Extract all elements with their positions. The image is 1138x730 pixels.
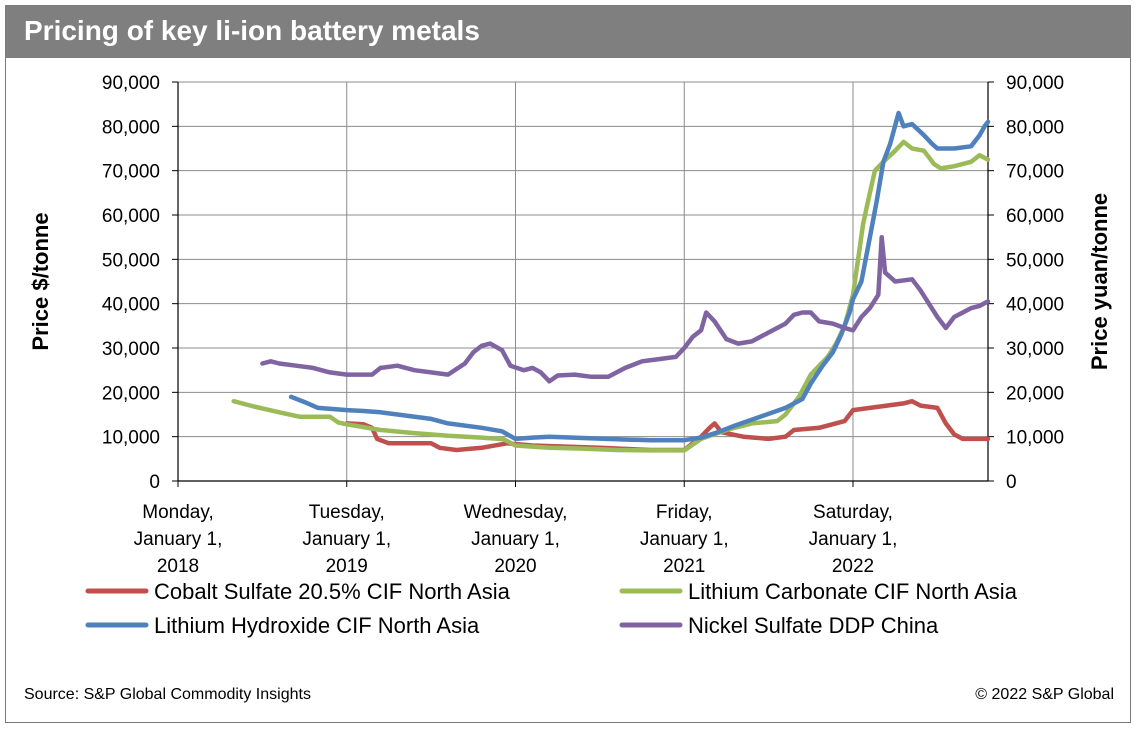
series-lines (231, 110, 991, 453)
legend-item-lithium-carbonate-cif-north-asia: Lithium Carbonate CIF North Asia (619, 579, 1018, 604)
source-note: Source: S&P Global Commodity Insights (24, 686, 311, 703)
series-line-lithium-carbonate-cif-north-asia (231, 139, 991, 453)
x-tick-label: Friday, January 1, 2021 (640, 502, 729, 577)
y-tick-label-left: 80,000 (102, 117, 160, 138)
series-line-lithium-hydroxide-cif-north-asia (288, 110, 991, 443)
y-tick-label-right: 90,000 (1006, 73, 1064, 94)
x-tick-label: Monday, January 1, 2018 (134, 502, 223, 577)
y-tick-label-left: 0 (149, 472, 160, 493)
y-tick-label-left: 70,000 (102, 162, 160, 183)
y-tick-label-left: 10,000 (102, 428, 160, 449)
chart-title: Pricing of key li-ion battery metals (24, 15, 480, 46)
legend-item-nickel-sulfate-ddp-china: Nickel Sulfate DDP China (619, 613, 939, 638)
y-tick-label-right: 0 (1006, 472, 1017, 493)
y-tick-label-right: 70,000 (1006, 162, 1064, 183)
gridlines (177, 81, 988, 481)
chart-frame: Pricing of key li-ion battery metals Sou… (5, 5, 1131, 723)
y-tick-label-right: 20,000 (1006, 383, 1064, 404)
y-tick-label-left: 90,000 (102, 73, 160, 94)
legend-label: Lithium Hydroxide CIF North Asia (154, 613, 480, 638)
legend-label: Cobalt Sulfate 20.5% CIF North Asia (154, 579, 511, 604)
legend-label: Nickel Sulfate DDP China (688, 613, 939, 638)
legend-item-cobalt-sulfate-20-5-cif-north-asia: Cobalt Sulfate 20.5% CIF North Asia (85, 579, 511, 604)
y-tick-label-right: 50,000 (1006, 250, 1064, 271)
legend-item-lithium-hydroxide-cif-north-asia: Lithium Hydroxide CIF North Asia (85, 613, 480, 638)
y-tick-label-right: 30,000 (1006, 339, 1064, 360)
x-tick-label: Wednesday, January 1, 2020 (464, 502, 568, 577)
y-axis-title-right: Price yuan/tonne (1087, 193, 1112, 370)
x-tick-label: Tuesday, January 1, 2019 (302, 502, 391, 577)
y-tick-label-right: 40,000 (1006, 295, 1064, 316)
y-tick-label-left: 60,000 (102, 206, 160, 227)
x-tick-label: Saturday, January 1, 2022 (809, 502, 898, 577)
y-tick-label-right: 80,000 (1006, 117, 1064, 138)
y-tick-label-left: 40,000 (102, 295, 160, 316)
y-tick-label-right: 10,000 (1006, 428, 1064, 449)
legend-label: Lithium Carbonate CIF North Asia (688, 579, 1018, 604)
y-tick-label-right: 60,000 (1006, 206, 1064, 227)
y-tick-label-left: 20,000 (102, 383, 160, 404)
title-bar: Pricing of key li-ion battery metals (6, 6, 1130, 58)
copyright-note: © 2022 S&P Global (975, 686, 1114, 703)
axes: 0 0 10,000 10,000 20,000 20,000 30,000 30,000 40… (102, 73, 1064, 577)
y-axis-title-left: Price $/tonne (28, 212, 53, 350)
legend: Cobalt Sulfate 20.5% CIF North Asia Lithi… (85, 579, 1018, 638)
y-tick-label-left: 50,000 (102, 250, 160, 271)
series-line-nickel-sulfate-ddp-china (260, 234, 991, 384)
series-line-cobalt-sulfate-20-5-cif-north-asia (344, 398, 991, 453)
y-tick-label-left: 30,000 (102, 339, 160, 360)
